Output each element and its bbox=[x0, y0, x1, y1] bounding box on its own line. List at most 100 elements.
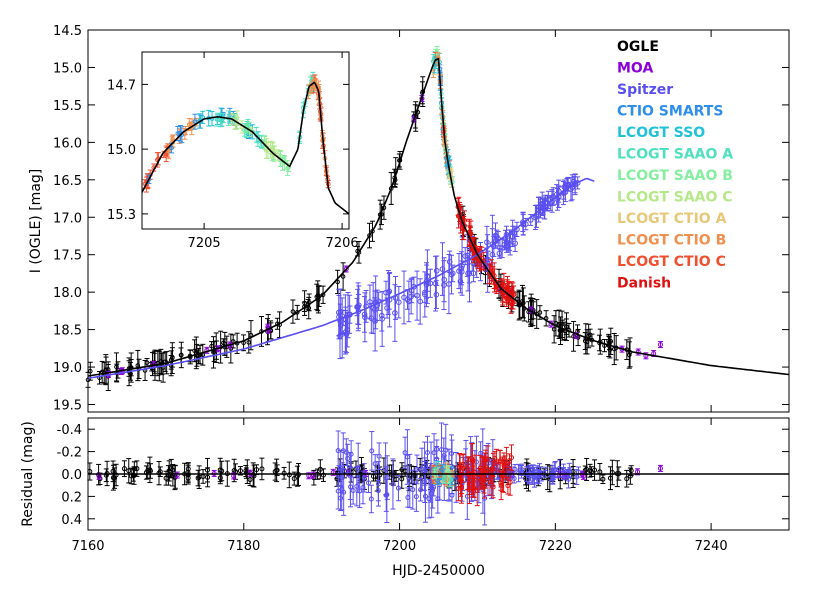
resid-ogle-point bbox=[200, 469, 206, 484]
spitzer-point bbox=[408, 277, 415, 304]
spitzer-point bbox=[554, 187, 561, 211]
resid-spitzer-point bbox=[560, 467, 566, 478]
ogle-point bbox=[335, 269, 341, 295]
resid-ogle-point bbox=[165, 465, 171, 486]
legend: OGLE MOA Spitzer CTIO SMARTS LCOGT SSO LCOGT … bbox=[617, 39, 733, 292]
spitzer-point bbox=[484, 225, 490, 259]
resid-spitzer-point bbox=[375, 479, 381, 502]
resid-spitzer-point bbox=[516, 463, 522, 483]
resid-danish-point bbox=[487, 467, 493, 496]
ogle-point bbox=[155, 350, 161, 377]
resid-ogle-point bbox=[291, 471, 297, 486]
legend-entry: LCOGT CTIO A bbox=[617, 211, 727, 227]
main-y-tick-label: 14.5 bbox=[53, 24, 82, 39]
legend-entry: LCOGT CTIO C bbox=[617, 254, 726, 270]
main-y-tick-label: 19.0 bbox=[53, 361, 82, 376]
resid-moa-point bbox=[310, 471, 316, 479]
ogle-point bbox=[519, 284, 525, 318]
inset-y-tick-label: 15.0 bbox=[107, 143, 136, 158]
legend-entry: CTIO SMARTS bbox=[617, 104, 723, 120]
resid-y-axis-label: Residual (mag) bbox=[20, 421, 36, 527]
legend-entry: LCOGT SSO bbox=[617, 125, 705, 141]
resid-ogle-point bbox=[624, 469, 630, 488]
main-plot-frame bbox=[87, 29, 790, 413]
main-y-tick-label: 18.0 bbox=[53, 286, 82, 301]
resid-ogle-point bbox=[147, 456, 153, 484]
resid-spitzer-point bbox=[405, 487, 411, 508]
resid-danish-point bbox=[469, 443, 475, 480]
ogle-point bbox=[178, 341, 184, 369]
resid-spitzer-point bbox=[414, 454, 420, 485]
resid-spitzer-point bbox=[390, 458, 396, 510]
moa-point bbox=[657, 341, 663, 349]
resid-spitzer-point bbox=[395, 475, 401, 502]
resid-spitzer-point bbox=[372, 454, 378, 474]
spitzer-point bbox=[446, 253, 452, 315]
ogle-point bbox=[248, 320, 254, 351]
resid-ogle-point bbox=[587, 463, 593, 478]
main-y-tick-label: 18.5 bbox=[53, 324, 82, 339]
spitzer-point bbox=[539, 191, 546, 217]
resid-ogle-point bbox=[156, 461, 162, 486]
inset-y-tick-label: 15.3 bbox=[107, 208, 136, 223]
spitzer-point bbox=[441, 257, 447, 303]
resid-x-tick-label: 7160 bbox=[71, 539, 104, 554]
spitzer-point bbox=[424, 249, 431, 304]
resid-y-tick-label: 0.2 bbox=[61, 490, 82, 505]
resid-y-tick-label: -0.4 bbox=[57, 423, 82, 438]
spitzer-point bbox=[339, 297, 345, 335]
resid-ogle-point bbox=[126, 458, 132, 484]
resid-x-tick-label: 7180 bbox=[227, 539, 260, 554]
spitzer-point bbox=[414, 270, 420, 321]
resid-danish-point bbox=[457, 454, 463, 481]
resid-danish-point bbox=[470, 480, 476, 494]
spitzer-point bbox=[371, 297, 378, 323]
resid-danish-point bbox=[505, 476, 511, 495]
resid-spitzer-point bbox=[339, 468, 345, 511]
legend-entry: LCOGT SAAO C bbox=[617, 190, 733, 206]
inset-x-tick-label: 7206 bbox=[326, 236, 359, 251]
resid-moa-point bbox=[174, 471, 180, 479]
resid-spitzer-point bbox=[360, 470, 366, 505]
resid-ogle-point bbox=[294, 465, 300, 487]
main-light-curve-panel: 14.5 15.0 15.5 16.0 16.5 17.0 17.5 18.0 18.5 19.0… bbox=[28, 24, 790, 414]
ogle-point bbox=[230, 334, 236, 349]
resid-spitzer-point bbox=[366, 472, 372, 494]
inset-model-curve bbox=[141, 81, 350, 215]
spitzer-point bbox=[392, 284, 398, 342]
legend-entry: LCOGT SAAO A bbox=[617, 147, 733, 163]
resid-ogle-point bbox=[113, 463, 119, 487]
resid-ogle-point bbox=[592, 459, 598, 481]
resid-ogle-point bbox=[205, 467, 211, 488]
legend-entry: Spitzer bbox=[617, 82, 673, 98]
ogle-point bbox=[340, 262, 346, 291]
resid-danish-point bbox=[474, 475, 480, 507]
legend-entry: OGLE bbox=[617, 39, 659, 55]
resid-spitzer-point bbox=[410, 469, 416, 510]
resid-danish-point bbox=[498, 475, 504, 491]
resid-ogle-point bbox=[286, 461, 292, 489]
resid-spitzer-point bbox=[531, 466, 537, 488]
resid-spitzer-point bbox=[340, 432, 346, 470]
main-y-axis-label: I (OGLE) [mag] bbox=[28, 169, 44, 274]
resid-y-tick-label: 0.0 bbox=[61, 468, 82, 483]
resid-spitzer-point bbox=[383, 478, 389, 512]
main-y-tick-label: 15.5 bbox=[53, 99, 82, 114]
spitzer-point bbox=[470, 264, 477, 283]
ground-model-curve bbox=[87, 57, 790, 377]
inset-point bbox=[275, 149, 281, 161]
legend-entry: Danish bbox=[617, 276, 671, 292]
resid-ogle-point bbox=[274, 458, 280, 483]
resid-y-tick-label: -0.2 bbox=[57, 446, 82, 461]
inset-point bbox=[214, 112, 220, 127]
resid-spitzer-point bbox=[422, 469, 428, 523]
resid-spitzer-point bbox=[338, 485, 344, 512]
ogle-point bbox=[558, 323, 564, 336]
main-y-tick-label: 17.5 bbox=[53, 249, 82, 264]
ogle-point bbox=[113, 352, 119, 382]
resid-moa-point bbox=[247, 469, 253, 477]
spitzer-point bbox=[433, 280, 440, 310]
resid-spitzer-point bbox=[427, 463, 433, 503]
resid-plot-frame bbox=[87, 417, 790, 531]
spitzer-point bbox=[396, 285, 402, 319]
